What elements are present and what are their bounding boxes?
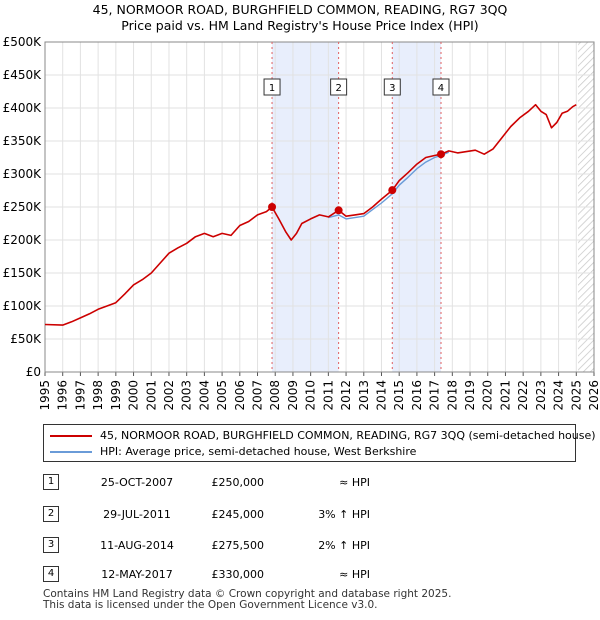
sale-row: 3 11-AUG-2014 £275,500 2% ↑ HPI xyxy=(0,536,600,556)
x-tick-label: 2001 xyxy=(144,380,158,411)
sale-price: £250,000 xyxy=(211,476,265,489)
x-tick-label: 2003 xyxy=(180,380,194,411)
sale-number-badge: 3 xyxy=(43,537,59,553)
sale-number-badge: 1 xyxy=(43,474,59,490)
x-tick-label: 2011 xyxy=(321,380,335,411)
y-tick-label: £400K xyxy=(3,101,43,115)
sale-hpi-comparison: ≈ HPI xyxy=(339,568,370,581)
y-tick-label: £450K xyxy=(3,68,43,82)
legend-label-price: 45, NORMOOR ROAD, BURGHFIELD COMMON, REA… xyxy=(100,429,596,442)
sale-point xyxy=(334,206,343,215)
footer-line1: Contains HM Land Registry data © Crown c… xyxy=(43,588,452,600)
sale-price: £330,000 xyxy=(211,568,265,581)
footer-attribution: Contains HM Land Registry data © Crown c… xyxy=(43,589,451,611)
x-tick-label: 2023 xyxy=(534,380,548,411)
sale-price: £275,500 xyxy=(211,539,265,552)
x-tick-label: 2006 xyxy=(233,380,247,411)
sale-hpi-comparison: 3% ↑ HPI xyxy=(318,508,370,521)
y-tick-label: £500K xyxy=(3,35,43,49)
x-tick-label: 2002 xyxy=(162,380,176,411)
x-tick-label: 2019 xyxy=(463,380,477,411)
x-tick-label: 2007 xyxy=(251,380,265,411)
x-tick-label: 1996 xyxy=(56,380,70,411)
x-tick-label: 2026 xyxy=(587,380,600,411)
x-tick-label: 2024 xyxy=(552,380,566,411)
y-tick-label: £350K xyxy=(3,134,43,148)
chart-legend: 45, NORMOOR ROAD, BURGHFIELD COMMON, REA… xyxy=(43,424,596,462)
legend-line-hpi xyxy=(50,451,92,453)
x-tick-label: 2009 xyxy=(286,380,300,411)
sale-number-badge: 4 xyxy=(43,566,59,582)
y-tick-label: £50K xyxy=(10,332,42,346)
x-tick-label: 2020 xyxy=(481,380,495,411)
x-tick-label: 2022 xyxy=(516,380,530,411)
y-tick-label: £100K xyxy=(3,299,43,313)
x-tick-label: 1995 xyxy=(38,380,52,411)
sale-hpi-comparison: ≈ HPI xyxy=(339,476,370,489)
sale-badge-box xyxy=(263,78,281,96)
sale-badge-label: 2 xyxy=(335,83,341,94)
x-tick-label: 2018 xyxy=(445,380,459,411)
price-chart: £0 £50K £100K £150K £200K £250K £300K £350K £400… xyxy=(3,35,600,411)
sale-badge-label: 3 xyxy=(389,83,395,94)
sale-price: £245,000 xyxy=(211,508,265,521)
sale-date: 29-JUL-2011 xyxy=(103,508,171,521)
sale-point xyxy=(268,203,277,211)
footer-line2: This data is licensed under the Open Gov… xyxy=(43,599,378,611)
chart-title-line1: 45, NORMOOR ROAD, BURGHFIELD COMMON, REA… xyxy=(92,2,508,17)
y-tick-label: £300K xyxy=(3,167,43,181)
sale-row: 4 12-MAY-2017 £330,000 ≈ HPI xyxy=(0,565,600,585)
x-tick-label: 1999 xyxy=(109,380,123,411)
chart-title-line2: Price paid vs. HM Land Registry's House … xyxy=(121,18,479,33)
x-tick-label: 2021 xyxy=(498,380,512,411)
legend-line-price xyxy=(50,435,92,437)
y-tick-label: £250K xyxy=(3,200,43,214)
sale-point xyxy=(436,150,445,159)
sale-point xyxy=(388,186,397,195)
x-tick-label: 2008 xyxy=(268,380,282,411)
x-tick-label: 1997 xyxy=(73,380,87,411)
y-tick-label: £200K xyxy=(3,233,43,247)
x-tick-label: 2014 xyxy=(374,380,388,411)
sale-badge-label: 4 xyxy=(438,83,444,94)
sale-badge-label: 1 xyxy=(269,83,275,94)
sale-date: 12-MAY-2017 xyxy=(101,568,173,581)
sale-row: 2 29-JUL-2011 £245,000 3% ↑ HPI xyxy=(0,505,600,525)
legend-label-hpi: HPI: Average price, semi-detached house,… xyxy=(100,445,417,458)
x-tick-label: 2005 xyxy=(215,380,229,411)
y-tick-label: £0 xyxy=(26,365,41,379)
sale-row: 1 25-OCT-2007 £250,000 ≈ HPI xyxy=(0,473,600,493)
x-tick-label: 2025 xyxy=(569,380,583,411)
x-tick-label: 2010 xyxy=(304,380,318,411)
plot-frame xyxy=(44,41,595,373)
x-tick-label: 2016 xyxy=(410,380,424,411)
sale-date: 25-OCT-2007 xyxy=(100,476,174,489)
sale-hpi-comparison: 2% ↑ HPI xyxy=(318,539,370,552)
x-tick-label: 2012 xyxy=(339,380,353,411)
price-paid-series-line xyxy=(44,103,577,326)
sale-badge-box xyxy=(330,78,348,96)
sale-date: 11-AUG-2014 xyxy=(100,539,174,552)
x-tick-label: 2013 xyxy=(357,380,371,411)
x-tick-label: 2017 xyxy=(428,380,442,411)
sale-badge-box xyxy=(432,78,450,96)
x-tick-label: 1998 xyxy=(91,380,105,411)
x-tick-label: 2015 xyxy=(392,380,406,411)
sale-badge-box xyxy=(383,78,401,96)
x-tick-label: 2004 xyxy=(197,380,211,411)
x-tick-label: 2000 xyxy=(127,380,141,411)
y-tick-label: £150K xyxy=(3,266,43,280)
sale-number-badge: 2 xyxy=(43,506,59,522)
chart-title: 45, NORMOOR ROAD, BURGHFIELD COMMON, REA… xyxy=(0,2,600,34)
